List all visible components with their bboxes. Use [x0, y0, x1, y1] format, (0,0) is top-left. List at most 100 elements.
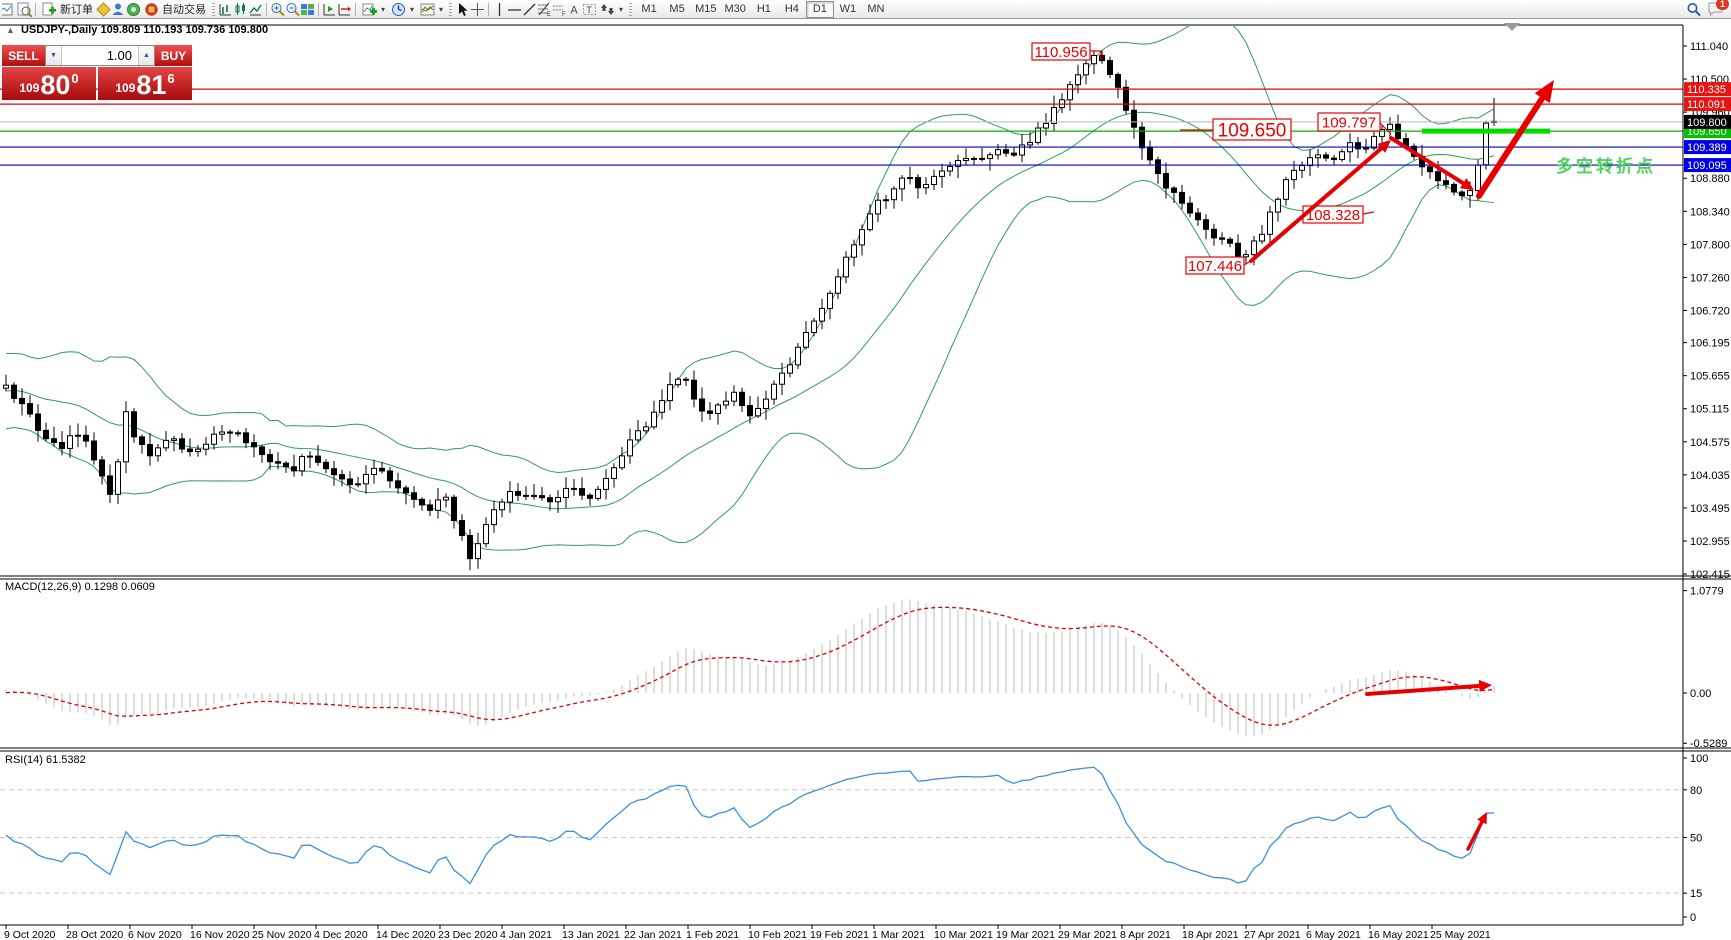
timeframe-w1-button[interactable]: W1 — [839, 2, 857, 15]
buy-price-pips: 81 — [136, 70, 167, 100]
search-icon[interactable] — [1686, 2, 1701, 17]
buy-price-point: 6 — [167, 71, 175, 86]
svg-text:0: 0 — [1690, 912, 1696, 924]
svg-text:0.00: 0.00 — [1690, 688, 1711, 700]
print-preview-icon[interactable] — [17, 2, 33, 18]
chart-window-icon[interactable] — [0, 2, 17, 17]
community-icon[interactable] — [111, 2, 126, 17]
timeframe-h1-button[interactable]: H1 — [756, 2, 771, 15]
svg-text:104.575: 104.575 — [1690, 437, 1730, 449]
channel-tool-icon[interactable]: F — [552, 2, 567, 18]
line-chart-mode-icon[interactable] — [248, 2, 263, 17]
trend-arrow[interactable] — [1466, 812, 1487, 851]
chart-shift-icon[interactable] — [322, 2, 337, 17]
svg-text:27 Apr 2021: 27 Apr 2021 — [1244, 929, 1301, 940]
svg-text:107.446: 107.446 — [1188, 258, 1242, 275]
svg-text:23 Dec 2020: 23 Dec 2020 — [438, 929, 498, 940]
arrows-tool-button[interactable]: ▾ — [597, 1, 626, 18]
sell-price-pips: 80 — [40, 70, 71, 100]
templates-button[interactable]: ▾ — [417, 1, 446, 18]
text-label-tool-icon[interactable]: T — [582, 2, 597, 17]
volume-increase-button[interactable]: ▲ — [138, 46, 154, 65]
svg-text:105.115: 105.115 — [1690, 404, 1729, 416]
svg-text:18 Apr 2021: 18 Apr 2021 — [1182, 929, 1239, 940]
trend-arrow[interactable] — [1389, 136, 1474, 190]
toolbar-separator — [355, 2, 356, 16]
svg-text:28 Oct 2020: 28 Oct 2020 — [66, 929, 123, 940]
timeframe-d1-button[interactable]: D1 — [805, 0, 834, 18]
svg-text:15: 15 — [1690, 888, 1702, 900]
buy-button[interactable]: BUY — [155, 45, 192, 66]
horizontal-line-tool-icon[interactable] — [507, 2, 522, 17]
svg-text:80: 80 — [1690, 785, 1702, 797]
auto-scroll-icon[interactable] — [337, 2, 352, 17]
svg-text:103.495: 103.495 — [1690, 503, 1730, 515]
sell-price-button[interactable]: 109 80 0 — [2, 67, 96, 100]
news-icon[interactable] — [126, 2, 141, 17]
notifications-button[interactable]: 1 — [1707, 0, 1729, 17]
new-order-label: 新订单 — [60, 4, 93, 16]
svg-text:109.650: 109.650 — [1687, 126, 1727, 138]
tile-windows-icon[interactable] — [300, 2, 315, 17]
annotation-price-label[interactable]: 107.446 — [1185, 256, 1252, 275]
svg-text:22 Jan 2021: 22 Jan 2021 — [624, 929, 682, 940]
svg-text:19 Feb 2021: 19 Feb 2021 — [810, 929, 869, 940]
zoom-out-icon[interactable] — [285, 2, 300, 17]
candlestick-mode-icon[interactable] — [233, 2, 248, 17]
fibonacci-tool-icon[interactable]: E — [537, 2, 552, 18]
buy-price-button[interactable]: 109 81 6 — [98, 67, 192, 100]
svg-text:110.091: 110.091 — [1687, 99, 1726, 111]
timeframe-m5-button[interactable]: M5 — [669, 2, 685, 15]
svg-text:109.797: 109.797 — [1322, 114, 1376, 131]
svg-text:110.956: 110.956 — [1034, 44, 1087, 61]
sell-price-point: 0 — [71, 71, 79, 86]
volume-input[interactable]: 1.00 — [106, 48, 132, 63]
svg-text:9 Oct 2020: 9 Oct 2020 — [4, 929, 56, 940]
timeframe-mn-button[interactable]: MN — [867, 2, 885, 15]
timeframe-m1-button[interactable]: M1 — [641, 2, 657, 15]
price-badge: 110.335 — [1684, 82, 1731, 97]
timeframe-h4-button[interactable]: H4 — [784, 2, 799, 15]
trend-arrow[interactable] — [1476, 80, 1554, 199]
svg-text:14 Dec 2020: 14 Dec 2020 — [376, 929, 436, 940]
indicators-button[interactable]: ▾ — [359, 1, 388, 18]
metaeditor-icon[interactable] — [96, 1, 111, 17]
text-tool-icon[interactable]: A — [567, 2, 582, 17]
annotation-price-label[interactable]: 109.797 — [1317, 112, 1392, 135]
trend-arrow[interactable] — [1249, 140, 1391, 263]
trendline-tool-icon[interactable] — [522, 2, 537, 17]
svg-text:109.095: 109.095 — [1687, 160, 1727, 172]
green-highlight-segment[interactable] — [1422, 128, 1550, 134]
symbol-period-label: USDJPY-,Daily — [20, 24, 98, 36]
annotation-price-label[interactable]: 108.328 — [1302, 205, 1375, 224]
toolbar-separator — [35, 2, 36, 16]
periods-button[interactable]: ▾ — [388, 1, 417, 18]
annotation-price-label[interactable]: 110.956 — [1031, 42, 1102, 61]
new-order-button[interactable]: 新订单 — [39, 1, 96, 18]
trend-arrow[interactable] — [1365, 679, 1492, 696]
chevron-down-icon: ▾ — [619, 4, 624, 14]
chart-symbol-title: ▲ USDJPY-,Daily 109.809 110.193 109.736 … — [6, 24, 268, 36]
timeframe-m15-button[interactable]: M15 — [695, 2, 717, 15]
autotrading-button[interactable]: 自动交易 — [141, 1, 209, 18]
crosshair-icon[interactable] — [470, 2, 485, 17]
turning-point-note[interactable]: 多空转折点 — [1556, 156, 1656, 176]
bar-chart-mode-icon[interactable] — [218, 2, 233, 17]
vertical-line-tool-icon[interactable] — [492, 2, 507, 17]
price-badge: 109.389 — [1684, 140, 1731, 155]
ohlc-readout: 109.809 110.193 109.736 109.800 — [100, 24, 269, 36]
price-badge: 109.095 — [1684, 158, 1731, 173]
annotations[interactable]: 110.956 109.650 109.797 108.328 107.446 多空转折点 — [1031, 42, 1656, 851]
cursor-icon[interactable] — [455, 2, 470, 17]
panel-collapse-icon[interactable] — [1504, 23, 1520, 31]
timeframe-m30-button[interactable]: M30 — [724, 2, 746, 15]
price-level-lines[interactable] — [0, 88, 1683, 166]
zoom-in-icon[interactable] — [270, 2, 285, 17]
date-axis: 9 Oct 2020 28 Oct 2020 6 Nov 2020 16 Nov 20… — [4, 925, 1491, 940]
annotation-price-label[interactable]: 109.650 — [1180, 118, 1292, 141]
one-click-toggle-icon[interactable]: ▲ — [6, 25, 15, 35]
svg-text:109.800: 109.800 — [1687, 117, 1727, 129]
sell-button[interactable]: SELL — [2, 45, 45, 66]
volume-decrease-button[interactable]: ▼ — [46, 46, 62, 65]
